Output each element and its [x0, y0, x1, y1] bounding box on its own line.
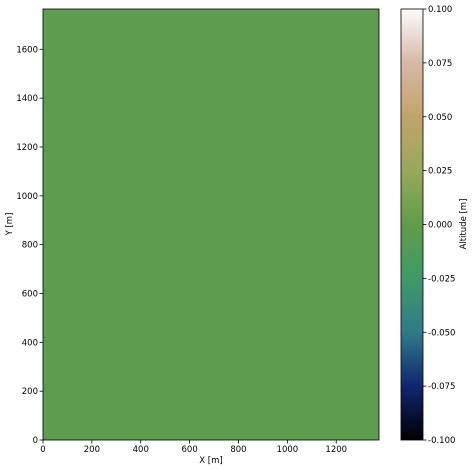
x-tick-label: 600 [182, 445, 198, 455]
y-axis-label: Y [m] [5, 213, 15, 237]
heatmap-area [42, 8, 380, 441]
y-tick-label: 800 [22, 241, 38, 251]
colorbar-tick-label: -0.025 [428, 274, 455, 284]
colorbar: -0.100 -0.075 -0.050 -0.025 0.000 0.025 0.050 0… [400, 5, 469, 446]
colorbar-ticks: -0.100 -0.075 -0.050 -0.025 0.000 0.025 0.050 0… [423, 5, 455, 446]
colorbar-tick-label: 0.000 [428, 221, 452, 231]
colorbar-tick-label: 0.100 [428, 5, 452, 15]
y-axis-ticks: 0 200 400 600 800 1000 1200 1400 1600 [16, 45, 43, 446]
colorbar-tick-label: 0.075 [428, 59, 452, 69]
colorbar-tick-label: 0.025 [428, 167, 452, 177]
main-plot: 0 200 400 600 800 1000 1200 0 200 400 600 800 1000 1… [5, 8, 380, 466]
x-axis-label: X [m] [199, 456, 222, 466]
colorbar-label: Altitude [m] [459, 199, 469, 250]
y-tick-label: 1600 [16, 45, 38, 55]
y-tick-label: 200 [22, 387, 38, 397]
y-tick-label: 400 [22, 338, 38, 348]
x-tick-label: 200 [84, 445, 100, 455]
colorbar-tick-label: -0.050 [428, 328, 455, 338]
colorbar-tick-label: 0.050 [428, 113, 452, 123]
x-tick-label: 0 [40, 445, 45, 455]
y-tick-label: 0 [33, 436, 38, 446]
colorbar-gradient [400, 8, 424, 441]
colorbar-tick-label: -0.075 [428, 382, 455, 392]
y-tick-label: 600 [22, 289, 38, 299]
y-tick-label: 1400 [16, 94, 38, 104]
colorbar-tick-label: -0.100 [428, 436, 455, 446]
y-tick-label: 1000 [16, 192, 38, 202]
y-tick-label: 1200 [16, 143, 38, 153]
x-tick-label: 400 [133, 445, 149, 455]
x-tick-label: 1000 [277, 445, 299, 455]
x-tick-label: 800 [230, 445, 246, 455]
x-tick-label: 1200 [325, 445, 347, 455]
x-axis-ticks: 0 200 400 600 800 1000 1200 [40, 440, 347, 455]
